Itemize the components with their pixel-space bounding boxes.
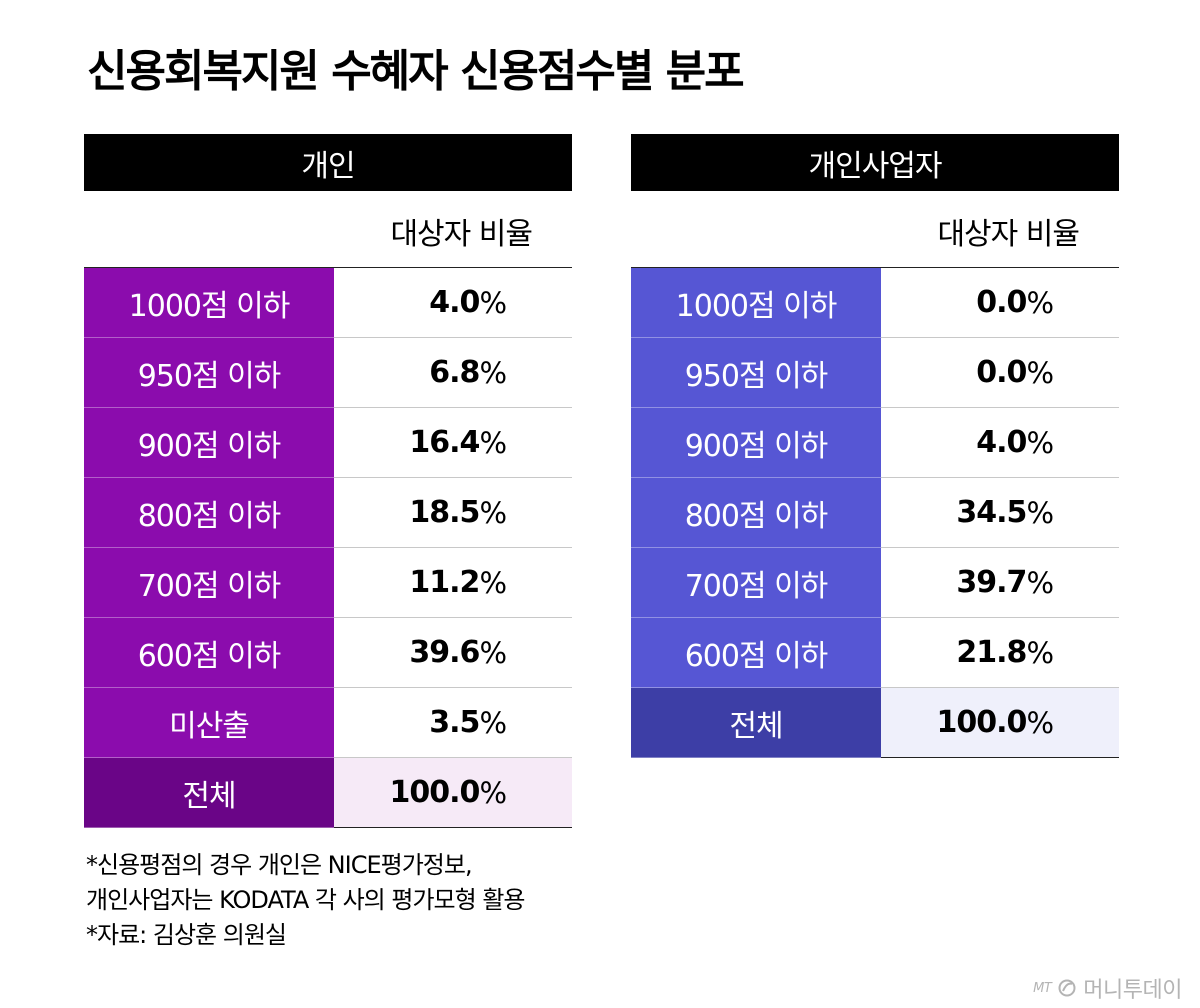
value-unit: % <box>1026 495 1054 530</box>
row-label: 전체 <box>84 758 334 828</box>
row-value: 4.0% <box>881 408 1119 477</box>
value-number: 39.6 <box>409 635 480 670</box>
row-label: 600점 이하 <box>84 618 334 688</box>
row-value: 0.0% <box>881 338 1119 407</box>
row-label: 950점 이하 <box>631 338 881 408</box>
row-label: 800점 이하 <box>631 478 881 548</box>
value-number: 6.8 <box>429 355 480 390</box>
value-number: 34.5 <box>956 495 1027 530</box>
value-unit: % <box>479 705 507 740</box>
value-unit: % <box>479 355 507 390</box>
row-label: 1000점 이하 <box>84 268 334 338</box>
ratio-column-label: 대상자 비율 <box>937 217 1080 252</box>
total-row: 전체 100.0% <box>84 758 572 828</box>
row-value: 100.0% <box>334 758 572 827</box>
row-label: 전체 <box>631 688 881 758</box>
row-value: 100.0% <box>881 688 1119 757</box>
value-unit: % <box>479 775 507 810</box>
brand-mark: MT <box>1033 980 1052 996</box>
table-row: 600점 이하 39.6% <box>84 618 572 688</box>
individual-header: 개인 <box>84 134 572 191</box>
value-number: 4.0 <box>429 285 480 320</box>
brand-swirl-icon <box>1058 979 1076 997</box>
footnote: *신용평점의 경우 개인은 NICE평가정보, <box>86 851 473 879</box>
row-value: 4.0% <box>334 268 572 337</box>
value-unit: % <box>1026 635 1054 670</box>
row-label: 900점 이하 <box>84 408 334 478</box>
row-value: 34.5% <box>881 478 1119 547</box>
individual-column-header: 대상자 비율 <box>84 191 572 268</box>
table-row: 1000점 이하 0.0% <box>631 268 1119 338</box>
row-label: 1000점 이하 <box>631 268 881 338</box>
value-number: 4.0 <box>976 425 1027 460</box>
footnote: 개인사업자는 KODATA 각 사의 평가모형 활용 <box>86 886 525 914</box>
business-column-header: 대상자 비율 <box>631 191 1119 268</box>
value-unit: % <box>1026 355 1054 390</box>
row-value: 16.4% <box>334 408 572 477</box>
footnotes: *신용평점의 경우 개인은 NICE평가정보, 개인사업자는 KODATA 각 … <box>86 848 525 953</box>
row-label: 700점 이하 <box>84 548 334 618</box>
row-value: 11.2% <box>334 548 572 617</box>
value-number: 100.0 <box>936 705 1028 740</box>
row-value: 0.0% <box>881 268 1119 337</box>
table-row: 700점 이하 11.2% <box>84 548 572 618</box>
total-row: 전체 100.0% <box>631 688 1119 758</box>
ratio-column-label: 대상자 비율 <box>390 217 533 252</box>
business-header: 개인사업자 <box>631 134 1119 191</box>
value-number: 18.5 <box>409 495 480 530</box>
row-value: 3.5% <box>334 688 572 757</box>
brand-logo: MT 머니투데이 <box>1033 972 1182 1004</box>
value-number: 0.0 <box>976 285 1027 320</box>
value-unit: % <box>479 495 507 530</box>
row-label: 900점 이하 <box>631 408 881 478</box>
table-row: 800점 이하 18.5% <box>84 478 572 548</box>
table-row: 900점 이하 4.0% <box>631 408 1119 478</box>
value-number: 39.7 <box>956 565 1027 600</box>
business-table: 개인사업자 대상자 비율 1000점 이하 0.0% 950점 이하 0.0% 900점… <box>631 134 1119 758</box>
value-number: 16.4 <box>409 425 480 460</box>
footnote-source: *자료: 김상훈 의원실 <box>86 921 287 949</box>
value-number: 21.8 <box>956 635 1027 670</box>
row-value: 21.8% <box>881 618 1119 687</box>
chart-title: 신용회복지원 수혜자 신용점수별 분포 <box>87 46 745 97</box>
value-unit: % <box>479 635 507 670</box>
table-row: 950점 이하 6.8% <box>84 338 572 408</box>
business-rows: 1000점 이하 0.0% 950점 이하 0.0% 900점 이하 4.0% 800점 이… <box>631 268 1119 758</box>
table-row: 700점 이하 39.7% <box>631 548 1119 618</box>
value-unit: % <box>479 285 507 320</box>
table-row: 1000점 이하 4.0% <box>84 268 572 338</box>
row-value: 18.5% <box>334 478 572 547</box>
table-row: 900점 이하 16.4% <box>84 408 572 478</box>
value-unit: % <box>1026 705 1054 740</box>
table-row: 600점 이하 21.8% <box>631 618 1119 688</box>
table-row: 950점 이하 0.0% <box>631 338 1119 408</box>
row-value: 39.7% <box>881 548 1119 617</box>
value-number: 3.5 <box>429 705 480 740</box>
row-value: 39.6% <box>334 618 572 687</box>
row-label: 600점 이하 <box>631 618 881 688</box>
value-number: 11.2 <box>409 565 480 600</box>
value-unit: % <box>479 425 507 460</box>
value-unit: % <box>1026 425 1054 460</box>
individual-rows: 1000점 이하 4.0% 950점 이하 6.8% 900점 이하 16.4% 800점 … <box>84 268 572 828</box>
row-label: 950점 이하 <box>84 338 334 408</box>
table-row: 800점 이하 34.5% <box>631 478 1119 548</box>
value-number: 100.0 <box>389 775 481 810</box>
table-row: 미산출 3.5% <box>84 688 572 758</box>
value-unit: % <box>1026 565 1054 600</box>
value-number: 0.0 <box>976 355 1027 390</box>
row-label: 미산출 <box>84 688 334 758</box>
value-unit: % <box>1026 285 1054 320</box>
brand-name: 머니투데이 <box>1083 978 1182 1003</box>
row-label: 700점 이하 <box>631 548 881 618</box>
individual-table: 개인 대상자 비율 1000점 이하 4.0% 950점 이하 6.8% 900점 이하… <box>84 134 572 828</box>
value-unit: % <box>479 565 507 600</box>
row-value: 6.8% <box>334 338 572 407</box>
row-label: 800점 이하 <box>84 478 334 548</box>
